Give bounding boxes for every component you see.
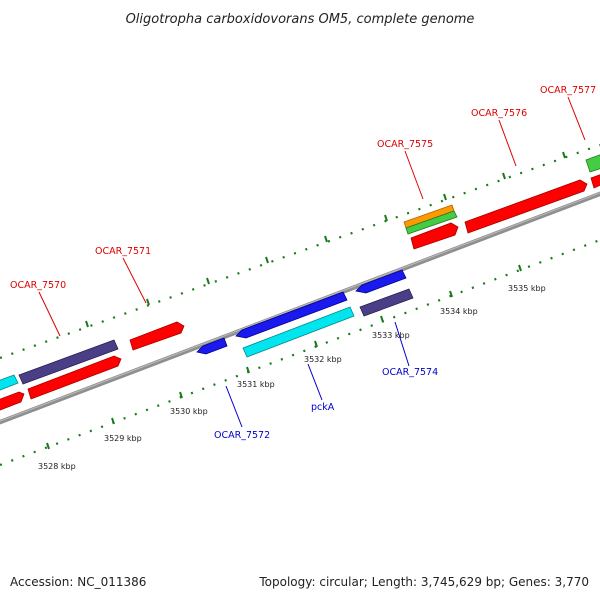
scale-label: 3530 kbp xyxy=(170,407,208,416)
gene-feature[interactable] xyxy=(405,210,458,235)
gene-feature[interactable] xyxy=(0,391,25,412)
scale-label: 3535 kbp xyxy=(508,284,546,293)
gene-feature[interactable] xyxy=(355,269,407,294)
scale-label: 3532 kbp xyxy=(304,355,342,364)
major-tick xyxy=(314,340,318,348)
major-tick xyxy=(265,256,269,264)
major-tick xyxy=(246,366,250,374)
gene-feature[interactable] xyxy=(196,337,228,355)
accession-text: Accession: NC_011386 xyxy=(10,575,146,589)
major-tick xyxy=(518,264,522,272)
gene-feature[interactable] xyxy=(18,339,119,385)
gene-feature[interactable] xyxy=(242,306,355,358)
gene-label: OCAR_7576 xyxy=(471,108,527,119)
major-tick xyxy=(146,298,150,306)
map-title: Oligotropha carboxidovorans OM5, complet… xyxy=(126,12,475,27)
major-tick xyxy=(443,193,447,201)
scale-label: 3533 kbp xyxy=(372,331,410,340)
major-tick xyxy=(384,214,388,222)
major-tick xyxy=(206,277,210,285)
major-tick xyxy=(111,417,115,425)
gene-feature[interactable] xyxy=(235,291,348,339)
lower-tick-track xyxy=(0,238,600,467)
scale-label: 3531 kbp xyxy=(237,380,275,389)
genome-stats-text: Topology: circular; Length: 3,745,629 bp… xyxy=(258,575,589,589)
gene-label: OCAR_7575 xyxy=(377,139,433,150)
scale-label: 3534 kbp xyxy=(440,307,478,316)
gene-label: OCAR_7574 xyxy=(382,367,438,378)
gene-feature[interactable] xyxy=(464,179,588,234)
major-tick xyxy=(179,391,183,399)
major-tick xyxy=(46,442,50,450)
major-tick xyxy=(85,320,89,328)
major-tick xyxy=(324,235,328,243)
gene-feature[interactable] xyxy=(590,173,600,189)
gene-label: OCAR_7570 xyxy=(10,280,66,291)
gene-feature[interactable] xyxy=(410,222,459,250)
scale-label: 3529 kbp xyxy=(104,434,142,443)
label-leaders xyxy=(38,96,586,428)
gene-feature[interactable] xyxy=(585,153,600,173)
upper-tick-track xyxy=(0,143,600,360)
major-tick xyxy=(562,151,566,159)
gene-label: pckA xyxy=(311,402,335,413)
gene-label: OCAR_7571 xyxy=(95,246,151,257)
major-tick xyxy=(380,315,384,323)
gene-feature[interactable] xyxy=(129,321,185,351)
scale-label: 3528 kbp xyxy=(38,462,76,471)
gene-label: OCAR_7572 xyxy=(214,430,270,441)
gene-feature[interactable] xyxy=(0,374,19,392)
gene-label: OCAR_7577 xyxy=(540,85,596,96)
gene-feature[interactable] xyxy=(359,288,414,317)
major-tick xyxy=(502,172,506,180)
gene-feature[interactable] xyxy=(27,355,122,400)
major-tick xyxy=(449,290,453,298)
